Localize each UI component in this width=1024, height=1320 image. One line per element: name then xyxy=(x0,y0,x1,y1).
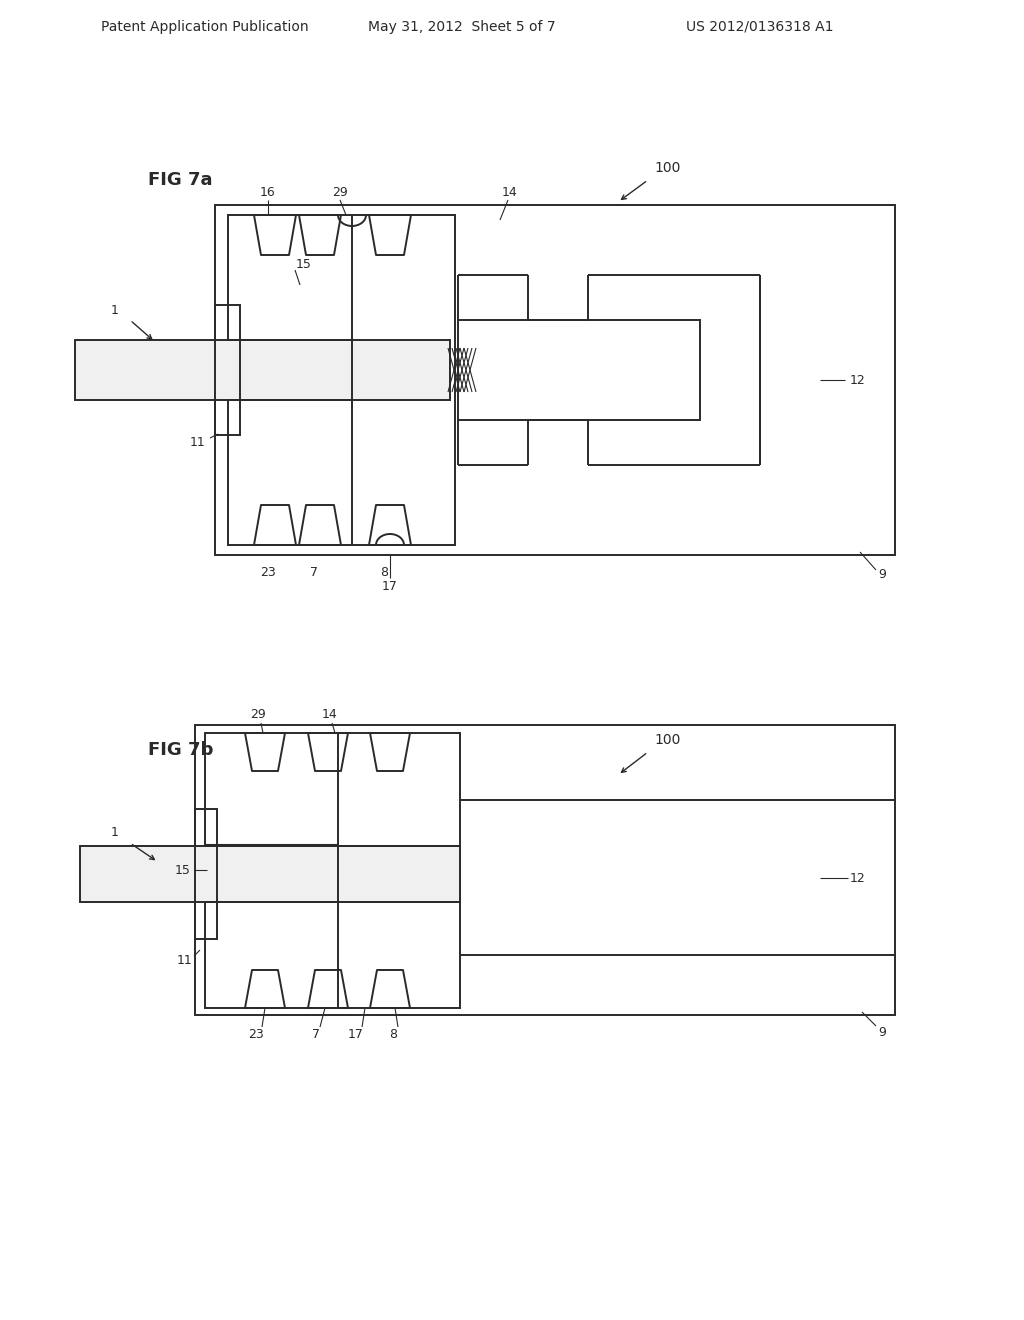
Text: FIG 7b: FIG 7b xyxy=(148,741,213,759)
Text: 23: 23 xyxy=(260,565,275,578)
Text: 11: 11 xyxy=(190,436,206,449)
Text: 23: 23 xyxy=(248,1028,264,1041)
Text: 12: 12 xyxy=(850,374,866,387)
Bar xyxy=(228,215,455,545)
Bar xyxy=(195,809,217,939)
Bar xyxy=(75,341,450,400)
Text: 100: 100 xyxy=(654,733,681,747)
Text: 12: 12 xyxy=(850,871,866,884)
Text: US 2012/0136318 A1: US 2012/0136318 A1 xyxy=(686,20,834,34)
Bar xyxy=(80,846,460,902)
Text: 15: 15 xyxy=(296,259,312,272)
Text: 9: 9 xyxy=(878,569,886,582)
Text: FIG 7a: FIG 7a xyxy=(148,172,213,189)
Text: Patent Application Publication: Patent Application Publication xyxy=(101,20,309,34)
Bar xyxy=(215,305,240,436)
Text: 17: 17 xyxy=(348,1028,364,1041)
Text: 7: 7 xyxy=(312,1028,319,1041)
Text: May 31, 2012  Sheet 5 of 7: May 31, 2012 Sheet 5 of 7 xyxy=(369,20,556,34)
Text: 8: 8 xyxy=(389,1028,397,1041)
Text: 16: 16 xyxy=(260,186,275,198)
Text: 14: 14 xyxy=(502,186,518,198)
Text: 15: 15 xyxy=(175,863,191,876)
Text: 100: 100 xyxy=(654,161,681,176)
Bar xyxy=(215,205,895,554)
Text: 1: 1 xyxy=(111,825,119,838)
Text: 11: 11 xyxy=(177,953,193,966)
Text: 8: 8 xyxy=(380,565,388,578)
Bar xyxy=(195,725,895,1015)
Text: 1: 1 xyxy=(111,304,119,317)
Text: 17: 17 xyxy=(382,581,398,594)
Bar xyxy=(458,319,700,420)
Text: 29: 29 xyxy=(332,186,348,198)
Text: 14: 14 xyxy=(323,709,338,722)
Bar xyxy=(205,733,460,1008)
Text: 9: 9 xyxy=(878,1026,886,1039)
Text: 7: 7 xyxy=(310,565,318,578)
Text: 29: 29 xyxy=(250,709,266,722)
